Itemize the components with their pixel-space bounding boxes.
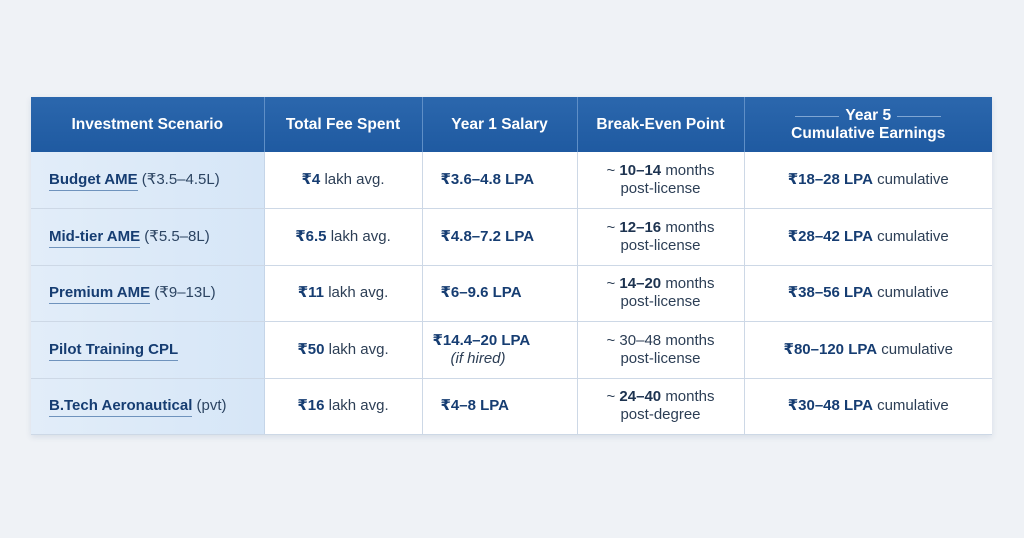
fee-value: ₹6.5 bbox=[295, 227, 327, 245]
scenario-link[interactable]: Pilot Training CPL bbox=[49, 340, 179, 361]
fee-suffix: lakh avg. bbox=[328, 397, 389, 415]
earnings-suffix: cumulative bbox=[877, 171, 949, 188]
breakeven-cell: ~ 24–40 months post-degree bbox=[577, 378, 745, 435]
scenario-cell: Budget AME (₹3.5–4.5L) bbox=[31, 152, 265, 209]
table-row: Budget AME (₹3.5–4.5L) ₹4 lakh avg. ₹3.6… bbox=[31, 152, 992, 209]
header-year1-salary: Year 1 Salary bbox=[422, 97, 578, 152]
header-label: Break-Even Point bbox=[596, 115, 725, 133]
fee-suffix: lakh avg. bbox=[324, 171, 385, 188]
salary-cell: ₹3.6–4.8 LPA bbox=[422, 152, 578, 209]
table-header-row: Investment Scenario Total Fee Spent Year… bbox=[31, 97, 992, 152]
earnings-value: ₹28–42 LPA bbox=[787, 227, 873, 245]
earnings-suffix: cumulative bbox=[881, 340, 953, 358]
approx-tilde: ~ bbox=[606, 388, 616, 406]
earnings-cell: ₹18–28 LPA cumulative bbox=[744, 152, 992, 209]
breakeven-range: 24–40 bbox=[619, 388, 662, 406]
salary-value: ₹3.6–4.8 LPA bbox=[440, 171, 535, 188]
breakeven-basis: post-degree bbox=[620, 406, 701, 424]
breakeven-range: 10–14 bbox=[619, 162, 662, 179]
scenario-cell: Mid-tier AME (₹5.5–8L) bbox=[31, 208, 265, 266]
approx-tilde: ~ bbox=[606, 331, 616, 349]
earnings-value: ₹38–56 LPA bbox=[787, 284, 873, 302]
scenario-link[interactable]: Budget AME bbox=[49, 171, 138, 191]
table-row: Mid-tier AME (₹5.5–8L) ₹6.5 lakh avg. ₹4… bbox=[31, 208, 992, 266]
header-year5-cumulative-earnings: Year 5 Cumulative Earnings bbox=[744, 97, 992, 152]
table-row: Pilot Training CPL ₹50 lakh avg. ₹14.4–2… bbox=[31, 321, 992, 379]
breakeven-basis: post-license bbox=[620, 293, 701, 311]
fee-cell: ₹11 lakh avg. bbox=[264, 265, 423, 322]
earnings-suffix: cumulative bbox=[877, 227, 949, 245]
header-label: Year 1 Salary bbox=[451, 115, 548, 133]
header-investment-scenario: Investment Scenario bbox=[31, 97, 265, 152]
header-label: Total Fee Spent bbox=[285, 115, 401, 133]
earnings-cell: ₹28–42 LPA cumulative bbox=[744, 208, 992, 266]
fee-value: ₹4 bbox=[301, 171, 321, 188]
fee-suffix: lakh avg. bbox=[330, 227, 391, 245]
scenario-link[interactable]: Premium AME bbox=[49, 284, 151, 305]
header-total-fee-spent: Total Fee Spent bbox=[264, 97, 423, 152]
earnings-value: ₹18–28 LPA bbox=[787, 171, 873, 188]
breakeven-range: 12–16 bbox=[619, 218, 662, 236]
earnings-cell: ₹38–56 LPA cumulative bbox=[744, 265, 992, 322]
breakeven-cell: ~ 10–14 months post-license bbox=[577, 152, 745, 209]
table-row: B.Tech Aeronautical (pvt) ₹16 lakh avg. … bbox=[31, 378, 992, 435]
salary-value: ₹4–8 LPA bbox=[440, 397, 510, 415]
approx-tilde: ~ bbox=[606, 218, 616, 236]
fee-value: ₹50 bbox=[297, 340, 325, 358]
approx-tilde: ~ bbox=[606, 275, 616, 293]
scenario-cell: Pilot Training CPL bbox=[31, 321, 265, 379]
salary-value: ₹6–9.6 LPA bbox=[440, 284, 522, 302]
scenario-link[interactable]: B.Tech Aeronautical bbox=[49, 397, 193, 418]
breakeven-cell: ~ 14–20 months post-license bbox=[577, 265, 745, 322]
scenario-cell: Premium AME (₹9–13L) bbox=[31, 265, 265, 322]
fee-value: ₹16 bbox=[297, 397, 325, 415]
fee-cell: ₹16 lakh avg. bbox=[264, 378, 423, 435]
scenario-cell: B.Tech Aeronautical (pvt) bbox=[31, 378, 265, 435]
investment-comparison-table: Investment Scenario Total Fee Spent Year… bbox=[31, 97, 992, 435]
earnings-cell: ₹30–48 LPA cumulative bbox=[744, 378, 992, 435]
salary-cell: ₹4.8–7.2 LPA bbox=[422, 208, 578, 266]
salary-cell: ₹6–9.6 LPA bbox=[422, 265, 578, 322]
breakeven-unit: months bbox=[665, 162, 715, 179]
salary-cell: ₹4–8 LPA bbox=[422, 378, 578, 435]
salary-note: (if hired) bbox=[450, 349, 506, 367]
breakeven-unit: months bbox=[665, 218, 715, 236]
breakeven-basis: post-license bbox=[620, 236, 701, 254]
fee-suffix: lakh avg. bbox=[328, 284, 389, 302]
comparison-table-container: Investment Scenario Total Fee Spent Year… bbox=[31, 97, 992, 435]
scenario-note: (₹9–13L) bbox=[154, 284, 216, 302]
header-label-line1: Year 5 bbox=[795, 107, 941, 125]
breakeven-basis: post-license bbox=[620, 349, 701, 367]
header-label-line2: Cumulative Earnings bbox=[791, 124, 946, 142]
earnings-cell: ₹80–120 LPA cumulative bbox=[744, 321, 992, 379]
fee-suffix: lakh avg. bbox=[328, 340, 389, 358]
salary-cell: ₹14.4–20 LPA (if hired) bbox=[422, 321, 578, 379]
breakeven-unit: months bbox=[665, 275, 715, 293]
fee-cell: ₹4 lakh avg. bbox=[264, 152, 423, 209]
scenario-link[interactable]: Mid-tier AME bbox=[49, 227, 141, 248]
scenario-note: (₹3.5–4.5L) bbox=[141, 171, 220, 188]
breakeven-unit: months bbox=[665, 331, 715, 349]
breakeven-unit: months bbox=[665, 388, 715, 406]
breakeven-cell: ~ 30–48 months post-license bbox=[577, 321, 745, 379]
earnings-suffix: cumulative bbox=[877, 284, 949, 302]
earnings-value: ₹30–48 LPA bbox=[787, 397, 873, 415]
earnings-suffix: cumulative bbox=[877, 397, 949, 415]
salary-value: ₹14.4–20 LPA bbox=[432, 331, 531, 349]
approx-tilde: ~ bbox=[606, 162, 616, 179]
breakeven-cell: ~ 12–16 months post-license bbox=[577, 208, 745, 266]
fee-cell: ₹50 lakh avg. bbox=[264, 321, 423, 379]
salary-value: ₹4.8–7.2 LPA bbox=[440, 227, 535, 245]
scenario-note: (pvt) bbox=[196, 397, 227, 415]
table-row: Premium AME (₹9–13L) ₹11 lakh avg. ₹6–9.… bbox=[31, 265, 992, 322]
header-label: Investment Scenario bbox=[71, 115, 224, 133]
breakeven-range: 14–20 bbox=[619, 275, 662, 293]
fee-value: ₹11 bbox=[297, 284, 325, 302]
scenario-note: (₹5.5–8L) bbox=[144, 227, 210, 245]
breakeven-basis: post-license bbox=[620, 180, 701, 197]
earnings-value: ₹80–120 LPA bbox=[783, 340, 878, 358]
breakeven-range: 30–48 bbox=[619, 331, 662, 349]
fee-cell: ₹6.5 lakh avg. bbox=[264, 208, 423, 266]
header-break-even-point: Break-Even Point bbox=[577, 97, 745, 152]
